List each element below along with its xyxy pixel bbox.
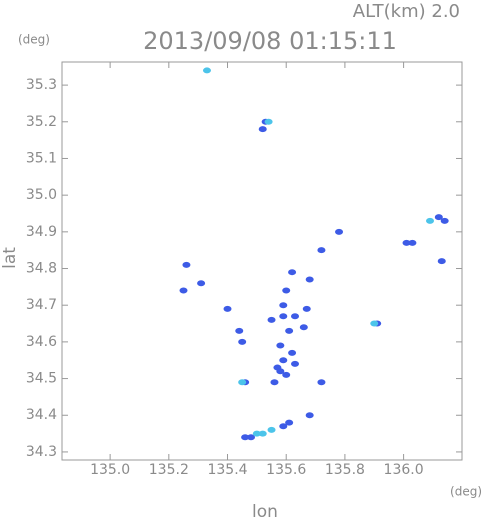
chart-subtitle: ALT(km) 2.0 <box>353 1 460 22</box>
echo-point <box>267 316 276 323</box>
echo-point <box>264 118 273 125</box>
x-tick-label: 135.2 <box>149 462 189 478</box>
echo-point <box>299 324 308 331</box>
echo-point <box>370 320 379 327</box>
echo-point <box>223 305 232 312</box>
y-unit: (deg) <box>18 33 50 47</box>
echo-point <box>426 217 435 224</box>
y-tick-label: 34.8 <box>26 261 57 277</box>
y-tick-label: 34.7 <box>26 297 57 313</box>
echo-point <box>182 261 191 268</box>
echo-point <box>288 269 297 276</box>
echo-point <box>302 305 311 312</box>
echo-point <box>408 239 417 246</box>
echo-point <box>282 287 291 294</box>
echo-point <box>402 239 411 246</box>
echo-point <box>335 228 344 235</box>
echo-point <box>202 67 211 74</box>
echo-point <box>235 327 244 334</box>
x-tick-label: 135.4 <box>207 462 247 478</box>
echo-point <box>279 313 288 320</box>
echo-point <box>285 327 294 334</box>
echo-point <box>246 434 255 441</box>
echo-point <box>267 426 276 433</box>
x-tick-label: 135.8 <box>325 462 365 478</box>
echo-point <box>276 342 285 349</box>
y-tick-label: 34.6 <box>26 334 57 350</box>
echo-point <box>258 126 267 133</box>
y-axis-label: lat <box>0 247 20 269</box>
echo-point <box>434 214 443 221</box>
x-tick-label: 136.0 <box>384 462 424 478</box>
echo-point <box>440 217 449 224</box>
echo-point <box>258 430 267 437</box>
x-tick-label: 135.6 <box>266 462 306 478</box>
echo-point <box>252 430 261 437</box>
x-unit: (deg) <box>450 485 482 499</box>
y-tick-label: 35.1 <box>26 150 57 166</box>
y-tick-label: 34.9 <box>26 224 57 240</box>
echo-point <box>197 280 206 287</box>
echo-point <box>282 371 291 378</box>
echo-point <box>288 349 297 356</box>
echo-point <box>238 338 247 345</box>
y-tick-label: 34.5 <box>26 371 57 387</box>
echo-point <box>285 419 294 426</box>
echo-point <box>279 357 288 364</box>
echo-point <box>179 287 188 294</box>
x-axis-label: lon <box>252 502 278 521</box>
y-tick-label: 35.2 <box>26 114 57 130</box>
y-tick-label: 34.3 <box>26 444 57 460</box>
echo-point <box>276 368 285 375</box>
echo-point <box>305 276 314 283</box>
echo-point <box>238 379 247 386</box>
chart-title: 2013/09/08 01:15:11 <box>143 27 397 55</box>
echo-point <box>305 412 314 419</box>
echo-point <box>279 302 288 309</box>
y-tick-label: 35.3 <box>26 77 57 93</box>
y-tick-label: 35.0 <box>26 187 57 203</box>
echo-point <box>291 360 300 367</box>
echo-point <box>437 258 446 265</box>
x-tick-label: 135.0 <box>90 462 130 478</box>
echo-point <box>317 379 326 386</box>
y-tick-label: 34.4 <box>26 407 57 423</box>
echo-point <box>241 434 250 441</box>
echo-point <box>317 247 326 254</box>
echo-point <box>279 423 288 430</box>
echo-point <box>270 379 279 386</box>
echo-point <box>291 313 300 320</box>
plot-frame <box>61 61 463 461</box>
